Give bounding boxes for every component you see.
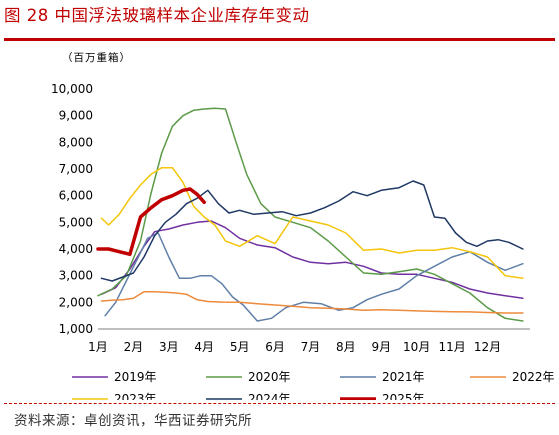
y-tick-label: 8,000 [59, 135, 93, 149]
y-tick-label: 10,000 [51, 82, 93, 96]
y-tick-label: 6,000 [59, 189, 93, 203]
x-tick-label: 11月 [438, 340, 465, 354]
line-chart: （百万重箱） 1,000 2,000 3,000 4,000 5,000 6,000 7,0… [51, 51, 555, 400]
y-tick-label: 4,000 [59, 242, 93, 256]
legend-label-2021: 2021年 [382, 370, 425, 384]
legend: 2019年 2020年 2021年 2022年 2023年 2024年 2025年 [72, 370, 555, 400]
x-tick-label: 2月 [124, 340, 144, 354]
y-tick-label: 7,000 [59, 162, 93, 176]
legend-label-2023: 2023年 [114, 392, 157, 400]
x-tick-label: 9月 [371, 340, 391, 354]
series-line-2025 [96, 187, 206, 257]
legend-label-2025: 2025年 [382, 392, 425, 400]
series-layer [96, 107, 524, 322]
legend-label-2019: 2019年 [114, 370, 157, 384]
title-divider [4, 38, 555, 41]
series-line-2022 [100, 290, 524, 314]
y-tick-label: 1,000 [59, 322, 93, 336]
x-tick-label: 6月 [265, 340, 285, 354]
legend-label-2022: 2022年 [512, 370, 555, 384]
figure-title: 图 28 中国浮法玻璃样本企业库存年变动 [4, 6, 310, 25]
x-tick-label: 7月 [301, 340, 321, 354]
x-tick-label: 10月 [403, 340, 430, 354]
legend-label-2024: 2024年 [248, 392, 291, 400]
series-line-2021 [104, 232, 524, 322]
legend-label-2020: 2020年 [248, 370, 291, 384]
unit-label: （百万重箱） [62, 51, 131, 64]
series-line-2020 [97, 107, 524, 322]
y-tick-label: 3,000 [59, 269, 93, 283]
source-note: 资料来源：卓创资讯，华西证券研究所 [14, 413, 252, 429]
x-tick-label: 12月 [474, 340, 501, 354]
y-tick-label: 5,000 [59, 215, 93, 229]
y-tick-label: 2,000 [59, 295, 93, 309]
series-line-2023 [100, 166, 524, 280]
x-tick-label: 4月 [194, 340, 214, 354]
series-line-2024 [100, 180, 524, 282]
source-divider [4, 403, 555, 404]
x-tick-label: 5月 [230, 340, 250, 354]
axes: 1,000 2,000 3,000 4,000 5,000 6,000 7,000 8,000… [51, 82, 530, 354]
x-tick-label: 1月 [88, 340, 108, 354]
series-line-2019 [100, 220, 524, 300]
x-tick-label: 3月 [159, 340, 179, 354]
y-tick-label: 9,000 [59, 109, 93, 123]
x-tick-label: 8月 [336, 340, 356, 354]
